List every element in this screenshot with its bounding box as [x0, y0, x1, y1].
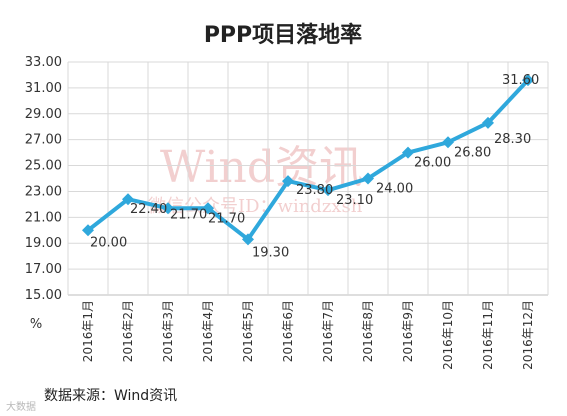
data-point-marker: [402, 146, 414, 159]
data-point-marker: [162, 202, 174, 215]
data-label: 21.70: [208, 211, 245, 226]
x-tick-label: 2016年9月: [401, 300, 415, 362]
x-tick-label: 2016年10月: [441, 300, 455, 370]
data-point-marker: [482, 116, 494, 129]
data-point-marker: [362, 172, 374, 185]
x-tick-label: 2016年4月: [201, 300, 215, 362]
y-axis-ticks: 15.00 17.00 19.00 21.00 23.00 25.00 27.00 29.00…: [25, 55, 62, 303]
watermark-main: Wind资讯: [160, 142, 363, 193]
data-label: 20.00: [90, 235, 127, 250]
x-tick-label: 2016年12月: [521, 300, 535, 370]
data-label: 31.60: [502, 73, 539, 88]
x-tick-label: 2016年7月: [321, 300, 335, 362]
data-point-marker: [122, 193, 134, 206]
y-tick-label: 17.00: [25, 262, 62, 277]
x-tick-label: 2016年11月: [481, 300, 495, 370]
data-point-marker: [82, 224, 94, 237]
data-label: 21.70: [170, 207, 207, 222]
data-label: 23.10: [336, 193, 373, 208]
gridlines: [67, 61, 549, 296]
data-label: 26.80: [454, 145, 491, 160]
x-tick-label: 2016年1月: [81, 300, 95, 362]
x-tick-label: 2016年2月: [121, 300, 135, 362]
y-axis-unit-label: %: [30, 317, 42, 332]
x-tick-label: 2016年3月: [161, 300, 175, 362]
data-point-marker: [282, 175, 294, 188]
x-tick-label: 2016年6月: [281, 300, 295, 362]
chart-title: PPP项目落地率: [204, 22, 362, 48]
y-tick-label: 31.00: [25, 81, 62, 96]
data-label: 26.00: [414, 156, 451, 171]
y-tick-label: 15.00: [25, 288, 62, 303]
source-note: 数据来源：Wind资讯: [44, 388, 177, 404]
watermark: Wind资讯 微信公众号ID：windzxsh: [148, 142, 363, 217]
data-point-marker: [202, 202, 214, 215]
y-tick-label: 29.00: [25, 107, 62, 122]
watermark-sub: 微信公众号ID：windzxsh: [148, 196, 363, 217]
y-tick-label: 27.00: [25, 133, 62, 148]
data-point-marker: [522, 74, 534, 87]
x-tick-label: 2016年8月: [361, 300, 375, 362]
y-tick-label: 19.00: [25, 236, 62, 251]
data-label: 19.30: [252, 245, 289, 260]
series-line: [86, 78, 530, 242]
data-point-marker: [322, 184, 334, 197]
x-tick-label: 2016年5月: [241, 300, 255, 362]
series-line-group: [82, 74, 534, 246]
x-axis-ticks: 2016年1月 2016年2月 2016年3月 2016年4月 2016年5月 2016年…: [81, 300, 535, 370]
data-point-marker: [442, 136, 454, 149]
y-tick-label: 23.00: [25, 184, 62, 199]
data-point-marker: [242, 233, 254, 246]
data-label: 28.30: [494, 132, 531, 147]
y-tick-label: 21.00: [25, 210, 62, 225]
y-tick-label: 33.00: [25, 55, 62, 70]
y-tick-label: 25.00: [25, 159, 62, 174]
data-label: 22.40: [130, 202, 167, 217]
corner-mark: 大数据: [6, 400, 36, 413]
data-label: 23.80: [296, 183, 333, 198]
data-label: 24.00: [376, 182, 413, 197]
